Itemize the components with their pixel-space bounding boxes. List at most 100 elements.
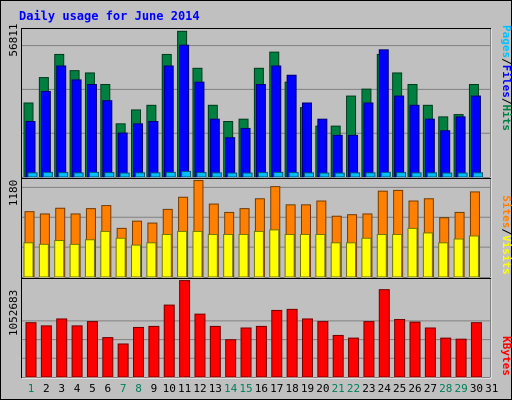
files-bar-16 <box>255 84 266 178</box>
pages-bar-15 <box>242 172 253 178</box>
chart-title: Daily usage for June 2014 <box>19 9 200 23</box>
pages-bar-6 <box>104 172 115 178</box>
day-label-2: 2 <box>43 382 50 395</box>
kbytes-bar-1 <box>25 322 37 378</box>
sites-bar-4 <box>69 243 80 278</box>
day-label-21: 21 <box>332 382 345 395</box>
pages-label: Pages <box>500 25 512 58</box>
day-label-1: 1 <box>28 382 35 395</box>
sites-bar-13 <box>207 233 218 278</box>
files-bar-2 <box>40 90 51 178</box>
kbytes-bar-16 <box>255 325 267 378</box>
kbytes-bar-20 <box>317 321 329 378</box>
day-label-7: 7 <box>120 382 127 395</box>
kbytes-bar-29 <box>455 338 467 378</box>
sites-bar-23 <box>361 237 372 278</box>
day-label-18: 18 <box>285 382 298 395</box>
kbytes-panel-marks <box>22 280 490 378</box>
kbytes-bar-13 <box>209 325 221 378</box>
sites-bar-10 <box>161 233 172 278</box>
kbytes-bar-14 <box>225 339 237 378</box>
kbytes-bar-11 <box>179 280 191 378</box>
pages-bar-27 <box>426 172 437 178</box>
day-label-11: 11 <box>178 382 191 395</box>
pages-bar-3 <box>58 172 69 178</box>
files-bar-19 <box>301 102 312 178</box>
kbytes-bar-28 <box>440 337 452 378</box>
sites-bar-16 <box>253 230 264 278</box>
pages-bar-23 <box>365 172 376 178</box>
files-bar-5 <box>86 84 97 178</box>
files-bar-30 <box>470 95 481 178</box>
hits-panel-marks <box>22 30 490 178</box>
files-bar-24 <box>378 49 389 178</box>
sites-bar-27 <box>422 232 433 278</box>
sites-bar-21 <box>330 242 341 278</box>
day-label-8: 8 <box>135 382 142 395</box>
kbytes-bar-2 <box>40 325 52 378</box>
sites-bar-22 <box>346 242 357 278</box>
day-label-30: 30 <box>470 382 483 395</box>
pages-bar-21 <box>334 172 345 178</box>
pages-files-separator: / <box>500 58 512 65</box>
kbytes-bar-25 <box>394 318 406 378</box>
day-label-9: 9 <box>151 382 158 395</box>
files-bar-14 <box>225 137 236 178</box>
sites-bar-28 <box>438 242 449 278</box>
sites-bar-5 <box>84 239 95 278</box>
day-label-12: 12 <box>193 382 206 395</box>
day-label-27: 27 <box>424 382 437 395</box>
day-label-10: 10 <box>163 382 176 395</box>
files-bar-18 <box>286 74 297 178</box>
kbytes-bar-15 <box>240 327 252 378</box>
kbytes-bar-8 <box>133 326 145 378</box>
files-bar-20 <box>317 118 328 178</box>
sites-bar-17 <box>269 229 280 278</box>
kbytes-bar-6 <box>102 337 114 378</box>
sites-bar-29 <box>453 238 464 278</box>
files-bar-9 <box>148 121 159 178</box>
day-label-17: 17 <box>270 382 283 395</box>
kbytes-bar-30 <box>470 322 482 378</box>
pages-bar-12 <box>196 172 207 178</box>
sites-visits-separator: / <box>500 228 512 235</box>
day-label-23: 23 <box>362 382 375 395</box>
pages-bar-9 <box>150 172 161 178</box>
pages-bar-22 <box>350 172 361 178</box>
pages-bar-16 <box>257 172 268 178</box>
kbytes-bar-22 <box>348 337 360 378</box>
hits-y-axis-label: Pages/Files/Hits <box>500 25 512 131</box>
day-label-6: 6 <box>104 382 111 395</box>
day-label-3: 3 <box>58 382 65 395</box>
kbytes-bar-10 <box>163 304 175 378</box>
kbytes-bar-9 <box>148 325 160 378</box>
kbytes-y-tick-label: 1052683 <box>7 290 20 336</box>
files-bar-3 <box>56 65 67 178</box>
day-label-26: 26 <box>408 382 421 395</box>
sites-bar-7 <box>115 237 126 278</box>
pages-bar-10 <box>165 171 176 178</box>
sites-bar-12 <box>192 230 203 278</box>
kbytes-y-axis-label: KBytes <box>500 336 512 376</box>
day-label-24: 24 <box>378 382 392 395</box>
pages-bar-18 <box>288 172 299 178</box>
day-label-25: 25 <box>393 382 406 395</box>
files-bar-28 <box>440 130 451 178</box>
pages-bar-14 <box>227 172 238 178</box>
visits-label: Visits <box>500 235 512 275</box>
pages-bar-1 <box>27 172 38 178</box>
pages-bar-20 <box>319 172 330 178</box>
pages-bar-19 <box>303 172 314 178</box>
files-bar-22 <box>348 134 359 178</box>
kbytes-bar-24 <box>378 289 390 378</box>
day-label-5: 5 <box>89 382 96 395</box>
pages-bar-26 <box>411 172 422 178</box>
kbytes-bar-23 <box>363 321 375 378</box>
sites-bar-1 <box>23 242 34 278</box>
kbytes-bar-4 <box>71 325 83 378</box>
files-hits-separator: / <box>500 98 512 105</box>
kbytes-bar-7 <box>117 343 129 378</box>
kbytes-bar-3 <box>56 318 68 378</box>
files-bar-25 <box>394 95 405 178</box>
